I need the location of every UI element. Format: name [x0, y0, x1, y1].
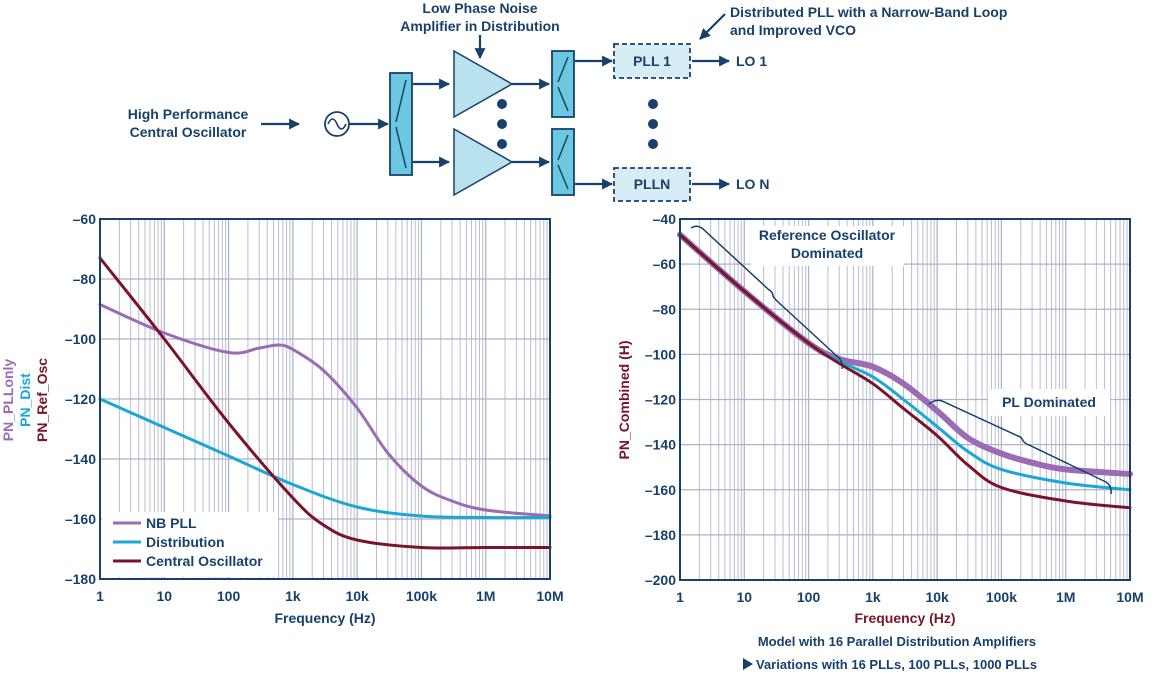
x-tick-label: 1M: [476, 588, 495, 604]
caption-line2: Variations with 16 PLLs, 100 PLLs, 1000 …: [756, 657, 1037, 672]
amp-label-line1: Low Phase Noise: [422, 0, 537, 16]
left-chart-ylabel-ref: PN_Ref_Osc: [34, 358, 50, 442]
x-tick-label: 10: [156, 588, 172, 604]
y-tick-label: –60: [653, 256, 677, 272]
caption-line1: Model with 16 Parallel Distribution Ampl…: [758, 634, 1036, 649]
lon-label: LO N: [736, 176, 769, 192]
block-diagram: Low Phase Noise Amplifier in Distributio…: [128, 0, 1007, 202]
pl-dominated-brace: [928, 399, 1112, 495]
x-tick-label: 1: [96, 588, 104, 604]
x-tick-label: 100k: [986, 589, 1017, 605]
osc-label-line1: High Performance: [128, 106, 249, 122]
pll-label-line2: and Improved VCO: [730, 22, 856, 38]
x-tick-label: 10M: [536, 588, 563, 604]
amplifier-icon-bottom: [453, 127, 514, 197]
y-tick-label: –180: [65, 571, 96, 587]
x-tick-label: 10k: [925, 589, 949, 605]
ref-annotation-line2: Dominated: [791, 245, 863, 261]
y-tick-label: –40: [653, 211, 677, 227]
ref-annotation-line1: Reference Oscillator: [759, 227, 896, 243]
ref-annotation-bg: [751, 226, 904, 266]
series-line-nb-pll: [98, 303, 552, 518]
splitter-icon-top: [551, 50, 575, 118]
left-chart-ticks: 1 10 100 1k 10k 100k 1M 10M –60 –80 –100 –120 –140 –1…: [65, 211, 564, 604]
y-tick-label: –120: [645, 392, 676, 408]
x-tick-label: 100: [217, 588, 241, 604]
legend-label-nb-pll: NB PLL: [146, 515, 197, 531]
series-line-distribution: [98, 397, 552, 520]
y-tick-label: –100: [645, 346, 676, 362]
plln-box: [613, 167, 691, 202]
y-tick-label: –80: [73, 271, 97, 287]
x-tick-label: 100: [797, 589, 821, 605]
x-tick-label: 1k: [865, 589, 881, 605]
ref-dominated-brace: [690, 225, 843, 370]
lo1-label: LO 1: [736, 53, 767, 69]
y-tick-label: –180: [645, 527, 676, 543]
y-tick-label: –140: [65, 451, 96, 467]
right-chart-xlabel: Frequency (Hz): [854, 610, 955, 626]
legend-label-distribution: Distribution: [146, 534, 225, 550]
y-tick-label: –100: [65, 331, 96, 347]
left-chart-frame: [99, 218, 551, 580]
right-chart: 1 10 100 1k 10k 100k 1M 10M –40 –60 –80 –100 –120 –14…: [616, 211, 1144, 672]
legend-label-central-oscillator: Central Oscillator: [146, 553, 263, 569]
pl-annotation: PL Dominated: [1002, 394, 1096, 410]
ellipsis-dots-amps: [497, 99, 507, 149]
splitter-icon: [389, 72, 413, 176]
x-tick-label: 1M: [1056, 589, 1075, 605]
y-tick-label: –80: [653, 301, 677, 317]
splitter-icon-bottom: [551, 128, 575, 196]
y-tick-label: –160: [65, 511, 96, 527]
osc-label-line2: Central Oscillator: [130, 124, 247, 140]
plln-label: PLLN: [634, 176, 671, 192]
left-chart-series: [98, 256, 552, 550]
y-tick-label: –60: [73, 211, 97, 227]
x-tick-label: 10: [736, 589, 752, 605]
left-chart-xlabel: Frequency (Hz): [274, 610, 375, 626]
right-chart-series: [677, 231, 1133, 510]
right-chart-frame: [679, 218, 1131, 581]
y-tick-label: –160: [645, 482, 676, 498]
legend: NB PLL Distribution Central Oscillator: [102, 512, 278, 577]
y-tick-label: –120: [65, 391, 96, 407]
right-chart-ticks: 1 10 100 1k 10k 100k 1M 10M –40 –60 –80 –100 –120 –14…: [645, 211, 1144, 605]
bullet-triangle-icon: [743, 658, 753, 670]
pll-pointer-arrow: [699, 13, 726, 40]
pl-annotation-bg: [988, 389, 1110, 416]
left-chart: 1 10 100 1k 10k 100k 1M 10M –60 –80 –100 –120 –140 –1…: [0, 211, 564, 626]
left-chart-ylabel-dist: PN_Dist: [17, 373, 33, 427]
pll1-box: [613, 43, 691, 79]
series-line-2: [678, 233, 1132, 510]
y-tick-label: –200: [645, 572, 676, 588]
x-tick-label: 100k: [406, 588, 437, 604]
x-tick-label: 1k: [285, 588, 301, 604]
x-tick-label: 1: [676, 589, 684, 605]
x-tick-label: 10k: [345, 588, 369, 604]
pll1-label: PLL 1: [633, 53, 671, 69]
pll-label-line1: Distributed PLL with a Narrow-Band Loop: [730, 4, 1007, 20]
ellipsis-dots-plls: [648, 99, 658, 149]
x-tick-label: 10M: [1116, 589, 1143, 605]
oscillator-icon: [324, 111, 350, 137]
right-chart-ylabel: PN_Combined (H): [616, 341, 632, 460]
amp-label-line2: Amplifier in Distribution: [400, 18, 559, 34]
left-chart-ylabel-pll: PN_PLLonly: [0, 359, 16, 442]
series-line-central-oscillator: [98, 256, 552, 550]
y-tick-label: –140: [645, 437, 676, 453]
amplifier-icon-top: [453, 49, 514, 119]
